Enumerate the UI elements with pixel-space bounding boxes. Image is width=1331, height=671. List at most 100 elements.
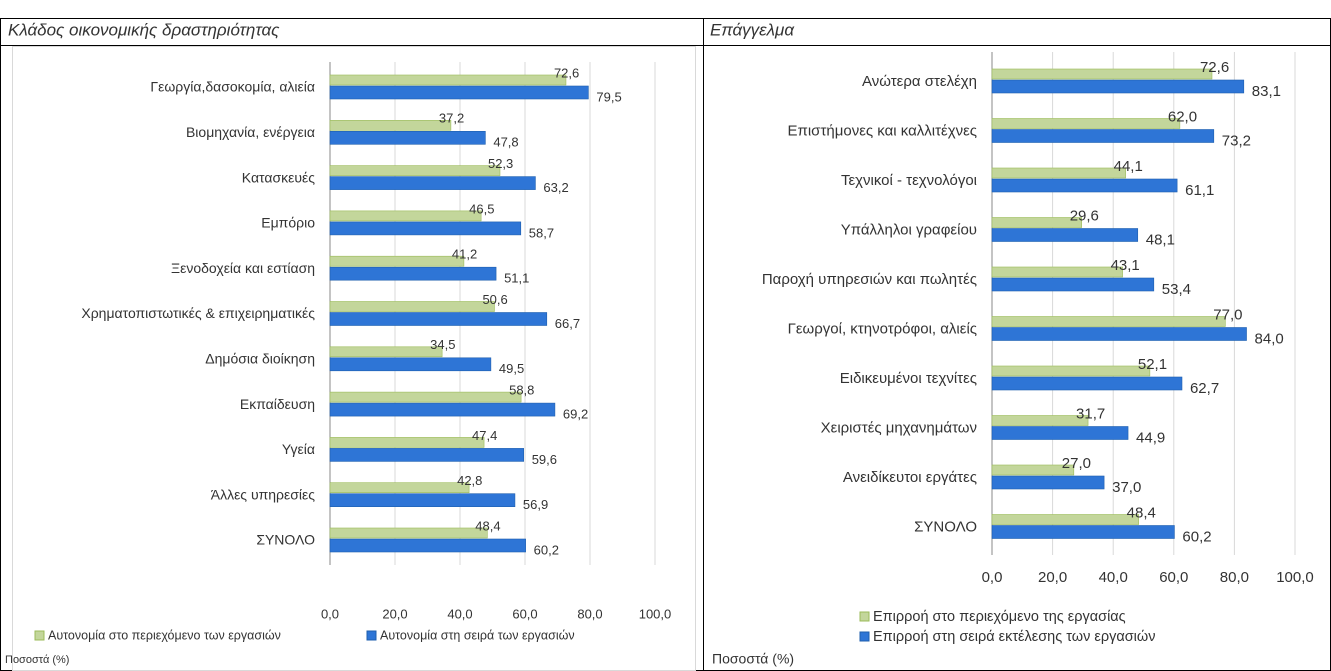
bar [991, 376, 1183, 391]
bar [329, 85, 589, 100]
legend-swatch [859, 611, 870, 622]
value-label: 72,6 [1200, 59, 1229, 76]
outer-border [0, 18, 1331, 671]
y-tick-label: Τεχνικοί - τεχνολόγοι [841, 172, 977, 189]
value-label: 50,6 [482, 292, 507, 307]
legend-label: Αυτονομία στη σειρά των εργασιών [380, 628, 575, 642]
y-tick-label: Κατασκευές [242, 169, 315, 185]
value-label: 29,6 [1070, 207, 1099, 224]
bar [991, 426, 1129, 440]
bar [329, 120, 452, 131]
y-tick-label: Εμπόριο [261, 215, 315, 231]
value-label: 60,2 [1182, 528, 1211, 545]
value-label: 62,7 [1190, 380, 1219, 397]
y-tick-label: Άλλες υπηρεσίες [211, 486, 316, 502]
bar [329, 346, 443, 358]
y-tick-label: Εκπαίδευση [240, 396, 315, 412]
value-label: 37,0 [1112, 479, 1141, 496]
y-tick-label: Υπάλληλοι γραφείου [841, 221, 977, 238]
value-label: 58,7 [529, 225, 554, 240]
legend-label: Επιρροή στη σειρά εκτέλεσης των εργασιών [873, 629, 1155, 645]
value-label: 48,1 [1146, 231, 1175, 248]
bar [329, 255, 465, 267]
bar [991, 327, 1247, 341]
value-label: 72,6 [554, 65, 579, 80]
value-label: 84,0 [1255, 330, 1284, 347]
y-tick-label: Γεωργία,δασοκομία, αλιεία [150, 79, 315, 95]
bar [991, 118, 1181, 129]
y-tick-label: Ανειδίκευτοι εργάτες [843, 469, 977, 486]
bar [991, 277, 1155, 292]
bar [329, 131, 486, 145]
value-label: 37,2 [439, 111, 464, 126]
note: Ποσοστά (%) [5, 654, 69, 666]
bar [329, 402, 556, 417]
value-label: 61,1 [1185, 182, 1214, 199]
bar [329, 74, 567, 86]
value-label: 52,1 [1138, 356, 1167, 373]
y-tick-label: Παροχή υπηρεσιών και πωλητές [762, 271, 977, 288]
value-label: 47,8 [493, 135, 518, 150]
x-tick-label: 80,0 [577, 606, 602, 621]
x-tick-label: 0,0 [321, 606, 339, 621]
bar [991, 475, 1105, 490]
value-label: 48,4 [1127, 504, 1156, 521]
bar [991, 68, 1213, 80]
bar [329, 312, 548, 326]
value-label: 79,5 [596, 89, 621, 104]
value-label: 53,4 [1162, 281, 1191, 298]
value-label: 59,6 [532, 452, 557, 467]
bar [991, 464, 1075, 476]
bar [329, 210, 482, 222]
value-label: 56,9 [523, 497, 548, 512]
y-tick-label: Χειριστές μηχανημάτων [821, 419, 977, 436]
value-label: 42,8 [457, 473, 482, 488]
bar [329, 176, 536, 190]
x-tick-label: 20,0 [382, 606, 407, 621]
y-tick-label: Ειδικευμένοι τεχνίτες [840, 370, 977, 387]
chart-title: Επάγγελμα [710, 20, 795, 39]
bar [329, 493, 516, 508]
value-label: 49,5 [499, 361, 524, 376]
value-label: 63,2 [543, 180, 568, 195]
value-label: 44,9 [1136, 429, 1165, 446]
x-tick-label: 40,0 [1099, 569, 1128, 586]
y-tick-label: ΣΥΝΟΛΟ [914, 518, 977, 535]
legend-swatch [366, 630, 377, 641]
bar [329, 538, 526, 553]
bar [991, 178, 1178, 193]
value-label: 43,1 [1111, 257, 1140, 274]
bar [991, 228, 1139, 242]
value-label: 62,0 [1168, 108, 1197, 125]
value-label: 47,4 [472, 428, 497, 443]
bar [991, 266, 1123, 278]
y-tick-label: Δημόσια διοίκηση [205, 351, 315, 367]
value-label: 58,8 [509, 383, 534, 398]
value-label: 34,5 [430, 337, 455, 352]
y-tick-label: Χρηματοπιστωτικές & επιχειρηματικές [81, 305, 315, 321]
bar [329, 221, 522, 236]
bar [991, 79, 1245, 94]
x-tick-label: 20,0 [1038, 569, 1067, 586]
y-tick-label: Ανώτερα στελέχη [862, 73, 977, 90]
x-tick-label: 100,0 [639, 606, 672, 621]
bar [991, 217, 1082, 228]
value-label: 46,5 [469, 201, 494, 216]
x-tick-label: 60,0 [512, 606, 537, 621]
x-tick-label: 0,0 [982, 569, 1003, 586]
value-label: 60,2 [534, 542, 559, 557]
value-label: 51,1 [504, 271, 529, 286]
note: Ποσοστά (%) [712, 651, 794, 667]
value-label: 73,2 [1222, 132, 1251, 149]
legend-label: Αυτονομία στο περιεχόμενο των εργασιών [48, 628, 281, 642]
y-tick-label: ΣΥΝΟΛΟ [256, 532, 315, 548]
bar [329, 357, 492, 372]
chart-title: Κλάδος οικονομικής δραστηριότητας [8, 20, 280, 39]
bar [991, 129, 1215, 143]
bar [991, 167, 1126, 179]
value-label: 48,4 [475, 518, 500, 533]
legend-swatch [34, 630, 45, 641]
legend-swatch [859, 631, 870, 642]
bar [991, 365, 1151, 377]
value-label: 44,1 [1114, 158, 1143, 175]
